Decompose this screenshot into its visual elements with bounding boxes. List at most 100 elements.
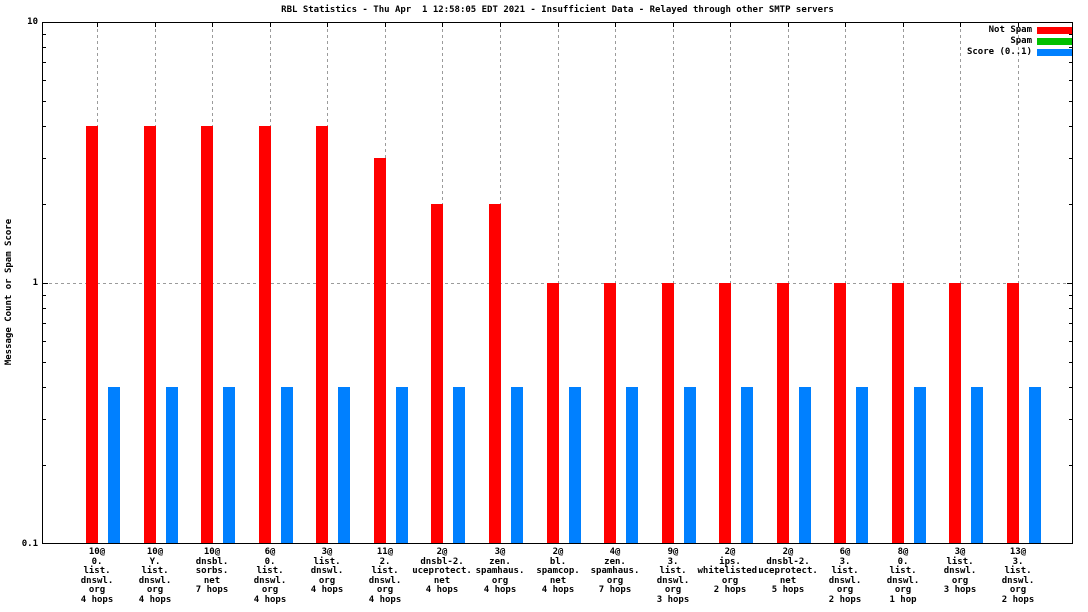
y-tick-minor	[43, 80, 46, 81]
x-tick-top	[845, 23, 846, 27]
y-tick-minor	[43, 362, 46, 363]
category-label: 10@ dnsbl. sorbs. net 7 hops	[195, 547, 229, 596]
y-tick-minor	[43, 465, 46, 466]
y-tick-minor	[1069, 362, 1072, 363]
legend-swatch	[1037, 26, 1072, 34]
legend-swatch	[1037, 37, 1072, 45]
x-tick-top	[673, 23, 674, 27]
y-tick-minor	[1069, 387, 1072, 388]
bar-score-0-1-	[741, 387, 753, 544]
bar-not-spam	[144, 126, 156, 544]
category-label: 2@ bl. spamcop. net 4 hops	[536, 547, 580, 596]
y-tick-minor	[43, 308, 46, 309]
bar-not-spam	[719, 283, 731, 544]
y-tick-label: 1	[32, 278, 38, 288]
category-label: 8@ 0. list. dnswl. org 1 hop	[886, 547, 920, 605]
bar-score-0-1-	[281, 387, 293, 544]
category-label: 11@ 2. list. dnswl. org 4 hops	[368, 547, 402, 605]
legend-label: Score (0..1)	[966, 47, 1032, 57]
y-tick-minor	[43, 204, 46, 205]
bar-not-spam	[431, 204, 443, 544]
y-tick-minor	[1069, 158, 1072, 159]
y-tick-minor	[1069, 341, 1072, 342]
category-label: 4@ zen. spamhaus. org 7 hops	[590, 547, 640, 596]
x-tick-top	[442, 23, 443, 27]
x-tick-top	[960, 23, 961, 27]
y-tick-minor	[43, 158, 46, 159]
x-tick-top	[212, 23, 213, 27]
bar-score-0-1-	[799, 387, 811, 544]
x-tick-top	[558, 23, 559, 27]
bar-not-spam	[489, 204, 501, 544]
category-label: 10@ 0. list. dnswl. org 4 hops	[80, 547, 114, 605]
category-label: 9@ 3. list. dnswl. org 3 hops	[656, 547, 690, 605]
y-axis-label: Message Count or Spam Score	[4, 218, 14, 366]
y-tick-minor	[1069, 465, 1072, 466]
legend-item: Score (0..1)	[966, 47, 1072, 57]
bar-not-spam	[834, 283, 846, 544]
bar-not-spam	[316, 126, 328, 544]
y-tick-label: 0.1	[21, 539, 38, 549]
category-label: 13@ 3. list. dnswl. org 2 hops	[1001, 547, 1035, 605]
bar-score-0-1-	[396, 387, 408, 544]
y-tick-minor	[43, 62, 46, 63]
y-tick-major	[43, 283, 48, 284]
y-tick-minor	[1069, 323, 1072, 324]
y-tick-minor	[43, 47, 46, 48]
y-tick-minor	[43, 34, 46, 35]
bar-score-0-1-	[971, 387, 983, 544]
legend-item: Spam	[1010, 36, 1072, 46]
x-tick-top	[615, 23, 616, 27]
x-tick-top	[97, 23, 98, 27]
category-label: 2@ dnsbl-2. uceprotect. net 5 hops	[758, 547, 818, 596]
chart-title: RBL Statistics - Thu Apr 1 12:58:05 EDT …	[281, 5, 834, 15]
y-tick-minor	[43, 295, 46, 296]
bar-not-spam	[777, 283, 789, 544]
legend-label: Spam	[1010, 36, 1032, 46]
y-tick-minor	[1069, 295, 1072, 296]
y-tick-minor	[43, 387, 46, 388]
x-tick-top	[730, 23, 731, 27]
y-tick-minor	[43, 126, 46, 127]
bar-not-spam	[1007, 283, 1019, 544]
y-tick-minor	[1069, 47, 1072, 48]
y-tick-minor	[43, 341, 46, 342]
category-label: 3@ list. dnswl. org 4 hops	[310, 547, 344, 596]
x-tick-top	[155, 23, 156, 27]
bar-score-0-1-	[684, 387, 696, 544]
bar-score-0-1-	[914, 387, 926, 544]
y-tick-minor	[1069, 308, 1072, 309]
bar-not-spam	[259, 126, 271, 544]
category-label: 6@ 0. list. dnswl. org 4 hops	[253, 547, 287, 605]
y-tick-minor	[1069, 101, 1072, 102]
bar-score-0-1-	[223, 387, 235, 544]
x-tick-top	[1018, 23, 1019, 27]
legend-label: Not Spam	[988, 25, 1032, 35]
y-tick-minor	[1069, 34, 1072, 35]
bar-score-0-1-	[856, 387, 868, 544]
category-label: 3@ zen. spamhaus. org 4 hops	[475, 547, 525, 596]
x-tick-top	[385, 23, 386, 27]
legend-swatch	[1037, 48, 1072, 56]
y-tick-minor	[43, 419, 46, 420]
y-tick-major	[1067, 283, 1072, 284]
category-label: 6@ 3. list. dnswl. org 2 hops	[828, 547, 862, 605]
x-tick-top	[788, 23, 789, 27]
bar-not-spam	[374, 158, 386, 544]
y-tick-minor	[1069, 204, 1072, 205]
category-label: 2@ ips. whitelisted. org 2 hops	[697, 547, 763, 596]
bar-not-spam	[892, 283, 904, 544]
x-tick-top	[903, 23, 904, 27]
plot-border	[42, 22, 1073, 544]
category-label: 10@ Y. list. dnswl. org 4 hops	[138, 547, 172, 605]
category-label: 2@ dnsbl-2. uceprotect. net 4 hops	[412, 547, 472, 596]
bar-not-spam	[547, 283, 559, 544]
x-tick-top	[500, 23, 501, 27]
category-label: 3@ list. dnswl. org 3 hops	[943, 547, 977, 596]
y-tick-label: 10	[27, 17, 38, 27]
bar-not-spam	[949, 283, 961, 544]
bar-not-spam	[662, 283, 674, 544]
bar-not-spam	[86, 126, 98, 544]
bar-not-spam	[604, 283, 616, 544]
